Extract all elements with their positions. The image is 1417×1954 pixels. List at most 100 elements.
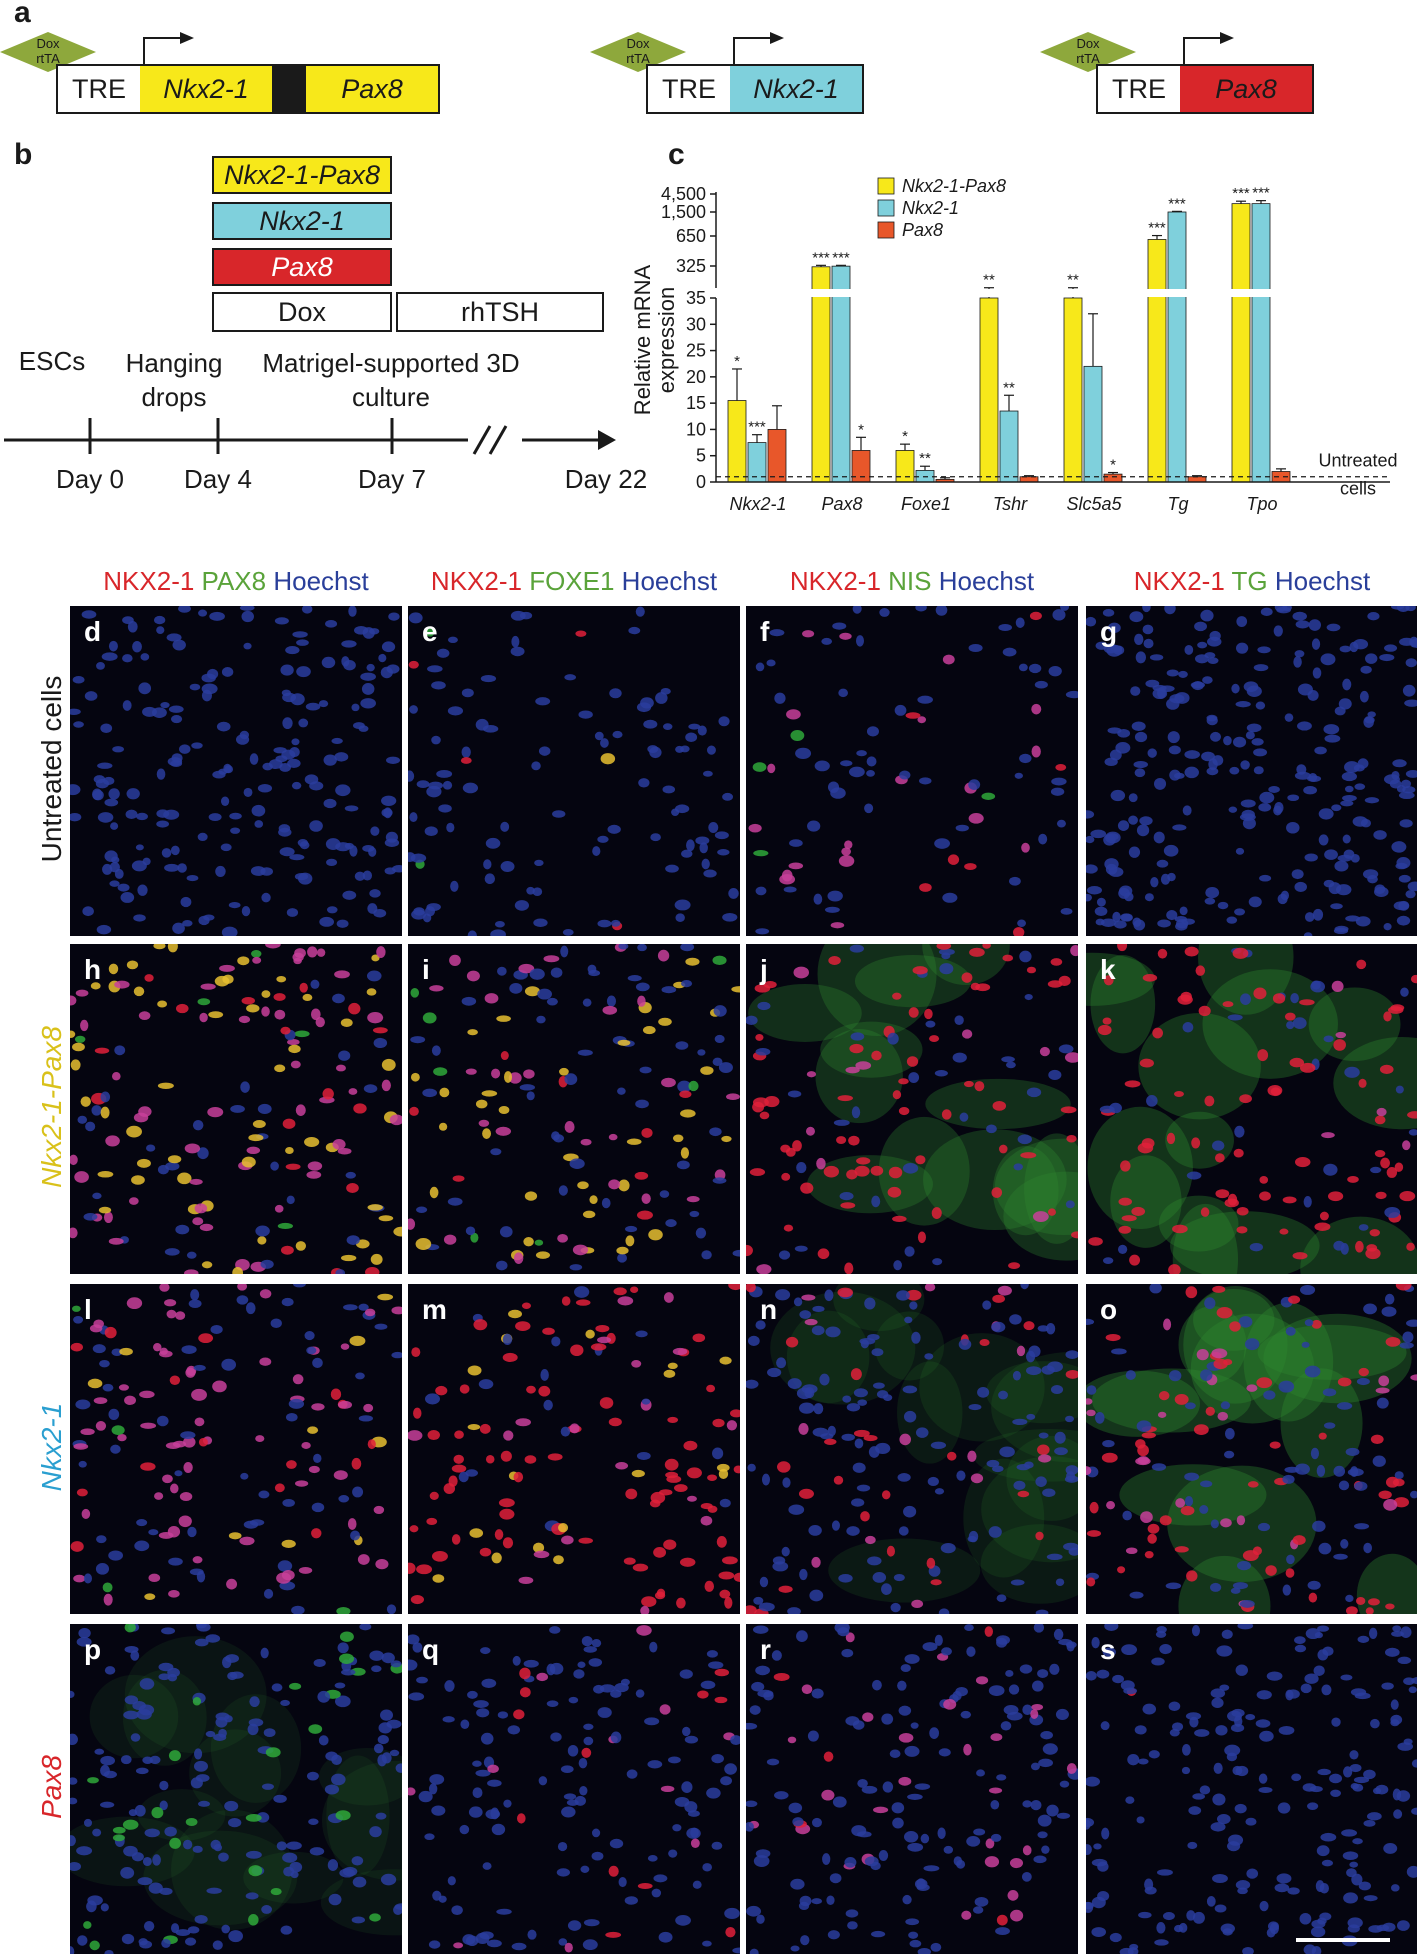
bar-nkx2-1-pax8-nkx2-1	[727, 400, 747, 483]
micrograph-q: q	[408, 1624, 740, 1954]
day-7: Day 7	[358, 464, 426, 494]
column-header-1: NKX2-1 PAX8 Hoechst	[70, 566, 402, 597]
panel-label-b: b	[14, 138, 33, 171]
reference-label: Untreated	[1318, 451, 1397, 471]
significance-stars: ***	[1252, 185, 1270, 202]
svg-text:rtTA: rtTA	[36, 51, 60, 66]
x-tick-label: Tpo	[1246, 494, 1277, 514]
tre-promoter: TRE	[1096, 64, 1182, 114]
y-tick-label: 5	[696, 446, 706, 466]
row-label-2: Nkx2-1-Pax8	[36, 1026, 67, 1188]
column-header-2: NKX2-1 FOXE1 Hoechst	[408, 566, 740, 597]
micrograph-letter: n	[760, 1294, 778, 1325]
scale-bar	[1296, 1938, 1390, 1942]
micrograph-letter: q	[422, 1634, 440, 1665]
micrograph-o: o	[1086, 1284, 1417, 1614]
micrograph-image	[408, 1625, 740, 1954]
gene-nkx2-1: Nkx2-1	[140, 64, 274, 114]
timeline	[4, 418, 616, 455]
micrograph-letter: p	[84, 1634, 102, 1665]
y-tick-label: 325	[676, 256, 706, 276]
legend-swatch	[877, 177, 895, 195]
micrograph-letter: r	[760, 1634, 771, 1665]
significance-stars: ***	[1148, 220, 1166, 237]
micrograph-n: n	[746, 1284, 1078, 1614]
micrograph-i: i	[408, 944, 740, 1274]
bar-nkx2-1-pax8-tshr	[979, 297, 999, 483]
micrograph-image	[746, 944, 1078, 1274]
micrograph-image	[70, 1284, 402, 1614]
micrograph-image	[70, 606, 402, 936]
stain-label: NKX2-1	[103, 566, 195, 596]
ires-linker	[272, 64, 306, 114]
stage-escs: ESCs	[18, 346, 86, 376]
construct-3: Dox rtTA TRE Pax8	[1040, 30, 1417, 120]
day-4: Day 4	[184, 464, 252, 494]
micrograph-d: d	[70, 606, 402, 936]
bar-nkx2-1-tg	[1167, 211, 1187, 483]
tre-promoter: TRE	[646, 64, 732, 114]
micrograph-image	[408, 1284, 740, 1614]
y-tick-label: 20	[686, 367, 706, 387]
micrograph-letter: f	[760, 616, 770, 647]
promoter-arrow-icon	[143, 32, 194, 64]
svg-text:rtTA: rtTA	[626, 51, 650, 66]
bar-nkx2-1-pax8-tpo	[1231, 203, 1251, 483]
svg-text:Dox: Dox	[36, 36, 60, 51]
stain-label: FOXE1	[521, 566, 615, 596]
micrograph-image	[748, 606, 1078, 936]
significance-stars: *	[902, 428, 908, 445]
legend-swatch	[877, 199, 895, 217]
y-tick-label: 0	[696, 472, 706, 492]
micrograph-r: r	[746, 1624, 1078, 1954]
tre-promoter: TRE	[56, 64, 142, 114]
micrograph-letter: l	[84, 1294, 92, 1325]
row-label-1: Untreated cells	[36, 675, 67, 863]
protocol-box-2: Nkx2-1	[212, 202, 392, 240]
gene-nkx2-1: Nkx2-1	[730, 64, 864, 114]
bar-pax8-tshr	[1019, 476, 1039, 483]
y-axis-label: Relative mRNAexpression	[630, 264, 679, 415]
micrograph-image	[1086, 1624, 1417, 1954]
bar-nkx2-1-tshr	[999, 410, 1019, 483]
stain-label: TG	[1224, 566, 1268, 596]
micrograph-letter: d	[84, 616, 102, 647]
micrograph-image	[70, 1624, 402, 1954]
micrograph-image	[70, 944, 402, 1274]
micrograph-g: g	[1086, 606, 1417, 936]
y-tick-label: 15	[686, 393, 706, 413]
micrograph-letter: g	[1100, 616, 1118, 647]
gene-pax8: Pax8	[306, 64, 440, 114]
significance-stars: *	[734, 353, 740, 370]
dox-box: Dox	[212, 292, 392, 332]
x-tick-label: Foxe1	[901, 494, 951, 514]
stain-label: PAX8	[194, 566, 267, 596]
micrograph-h: h	[70, 944, 402, 1274]
column-header-4: NKX2-1 TG Hoechst	[1086, 566, 1417, 597]
legend-label: Nkx2-1	[902, 198, 959, 218]
y-tick-label: 650	[676, 226, 706, 246]
significance-stars: **	[983, 272, 995, 289]
micrograph-image	[746, 1284, 1078, 1614]
significance-stars: ***	[832, 249, 850, 266]
stain-label: Hoechst	[266, 566, 369, 596]
micrograph-l: l	[70, 1284, 402, 1614]
row-label-3: Nkx2-1	[36, 1402, 67, 1492]
stain-label: Hoechst	[931, 566, 1035, 596]
significance-stars: ***	[1168, 195, 1186, 212]
significance-stars: *	[858, 421, 864, 438]
bar-nkx2-1-pax8-pax8	[811, 266, 831, 483]
stain-label: NKX2-1	[789, 566, 881, 596]
micrograph-k: k	[1086, 944, 1417, 1274]
axis-break	[712, 289, 1412, 297]
bar-pax8-slc5a5	[1103, 473, 1123, 483]
micrograph-image	[1086, 1284, 1417, 1614]
stage-matrigel: Matrigel-supported 3D culture	[262, 348, 520, 412]
significance-stars: **	[1003, 379, 1015, 396]
micrograph-image	[1086, 944, 1417, 1274]
column-header-3: NKX2-1 NIS Hoechst	[746, 566, 1078, 597]
micrograph-letter: h	[84, 954, 102, 985]
y-tick-label: 25	[686, 341, 706, 361]
